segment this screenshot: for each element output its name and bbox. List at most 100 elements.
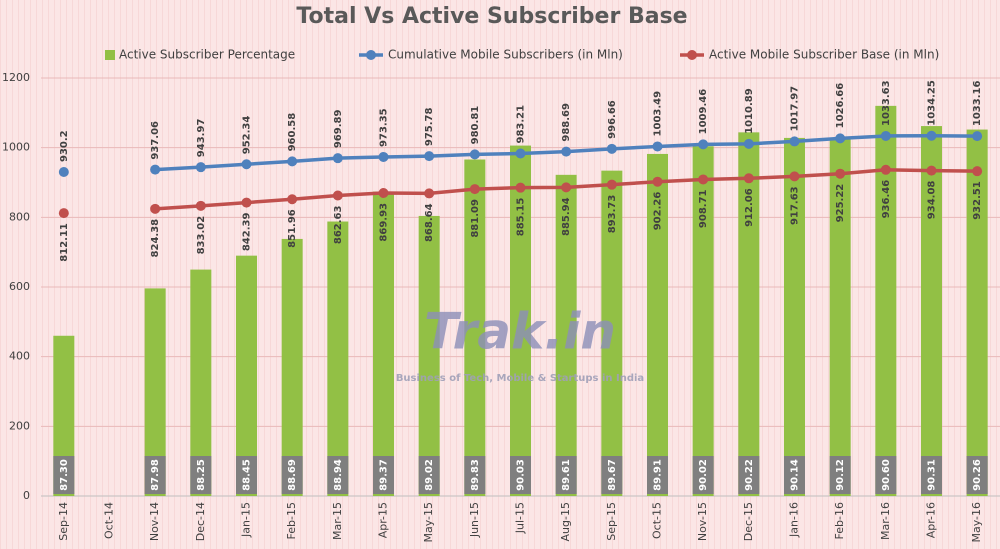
value-label: 87.30 bbox=[59, 459, 70, 491]
data-label: 1010.89 bbox=[744, 88, 755, 134]
y-tick-label: 600 bbox=[9, 280, 30, 293]
line-marker bbox=[698, 139, 709, 150]
data-label: 980.81 bbox=[470, 106, 481, 145]
legend-swatch bbox=[105, 50, 115, 60]
line-marker bbox=[195, 162, 206, 173]
line-marker bbox=[195, 200, 206, 211]
bar bbox=[236, 255, 257, 496]
value-label: 89.91 bbox=[653, 459, 664, 491]
data-label: 812.11 bbox=[59, 223, 70, 262]
line-marker bbox=[743, 138, 754, 149]
value-label: 90.03 bbox=[516, 459, 527, 491]
line-marker bbox=[515, 182, 526, 193]
data-label: 988.69 bbox=[561, 103, 572, 142]
bar bbox=[281, 238, 303, 496]
bar bbox=[647, 153, 668, 497]
value-label: 88.94 bbox=[333, 459, 344, 491]
data-label: 881.09 bbox=[470, 199, 481, 238]
bar bbox=[373, 191, 394, 496]
data-label: 824.38 bbox=[150, 219, 161, 258]
x-tick-label: Feb-15 bbox=[285, 502, 298, 539]
value-label-box bbox=[829, 456, 851, 494]
bar bbox=[784, 137, 805, 496]
data-label: 1003.49 bbox=[653, 91, 664, 137]
data-label: 833.02 bbox=[196, 216, 207, 255]
value-label-box bbox=[510, 456, 531, 494]
y-tick-label: 1000 bbox=[2, 141, 30, 154]
value-label: 89.83 bbox=[470, 459, 481, 491]
value-label: 89.02 bbox=[424, 459, 435, 491]
x-tick-label: May-16 bbox=[970, 502, 983, 543]
bar bbox=[190, 269, 212, 496]
line-marker bbox=[743, 173, 754, 184]
value-label-box bbox=[464, 456, 486, 494]
line-marker bbox=[378, 151, 389, 162]
data-label: 975.78 bbox=[424, 107, 435, 146]
data-label: 1033.63 bbox=[881, 80, 892, 126]
bar bbox=[144, 288, 166, 496]
x-tick-label: Oct-15 bbox=[651, 502, 664, 539]
line-marker bbox=[561, 182, 572, 193]
value-label-box bbox=[921, 456, 942, 494]
value-label: 89.67 bbox=[607, 459, 618, 491]
x-tick-label: Apr-16 bbox=[925, 502, 938, 538]
data-label: 969.89 bbox=[333, 110, 344, 149]
value-label: 90.26 bbox=[972, 459, 983, 491]
data-label: 937.06 bbox=[150, 121, 161, 160]
x-tick-label: Jul-15 bbox=[514, 502, 527, 534]
line-marker bbox=[789, 171, 800, 182]
line-marker bbox=[789, 136, 800, 147]
line-marker bbox=[150, 203, 161, 214]
line-marker bbox=[972, 131, 983, 142]
x-tick-label: Mar-16 bbox=[879, 502, 892, 540]
line-marker bbox=[469, 149, 480, 160]
value-label: 90.31 bbox=[927, 459, 938, 491]
value-label-box bbox=[281, 456, 303, 494]
line-marker bbox=[652, 176, 663, 187]
value-label-box bbox=[647, 456, 668, 494]
line-marker bbox=[58, 166, 69, 177]
data-label: 960.58 bbox=[287, 113, 298, 152]
line-marker bbox=[606, 143, 617, 154]
bar bbox=[738, 132, 760, 496]
value-label-box bbox=[418, 456, 440, 494]
x-tick-label: Jan-15 bbox=[240, 502, 253, 538]
value-label: 89.61 bbox=[561, 459, 572, 491]
value-label-box bbox=[784, 456, 805, 494]
plot-area: 0 200 400 600 800 1000 1200 Sep-14 Oct-14 Nov-14 D… bbox=[2, 48, 1000, 543]
bar bbox=[829, 139, 851, 496]
x-tick-label: Feb-16 bbox=[833, 502, 846, 539]
data-label: 862.63 bbox=[333, 205, 344, 244]
value-label: 89.37 bbox=[379, 459, 390, 491]
line-marker bbox=[332, 190, 343, 201]
data-label: 943.97 bbox=[196, 119, 207, 158]
line-marker bbox=[515, 148, 526, 159]
y-tick-label: 400 bbox=[9, 350, 30, 363]
x-tick-label: Dec-14 bbox=[194, 502, 207, 541]
line-marker bbox=[880, 164, 891, 175]
line-marker bbox=[287, 156, 298, 167]
line-marker bbox=[241, 159, 252, 170]
value-label-box bbox=[373, 456, 394, 494]
line-marker bbox=[378, 187, 389, 198]
x-tick-label: Aug-15 bbox=[559, 502, 572, 541]
data-label: 885.15 bbox=[516, 198, 527, 237]
x-tick-label: Dec-15 bbox=[742, 502, 755, 541]
value-label: 90.22 bbox=[744, 459, 755, 491]
y-tick-label: 800 bbox=[9, 210, 30, 223]
x-tick-label: Mar-15 bbox=[331, 502, 344, 540]
bar bbox=[921, 126, 942, 496]
value-label: 88.25 bbox=[196, 459, 207, 491]
bar bbox=[464, 159, 486, 496]
value-label-box bbox=[692, 456, 714, 494]
data-label: 983.21 bbox=[516, 105, 527, 144]
value-label: 90.12 bbox=[835, 459, 846, 491]
line-marker bbox=[424, 151, 435, 162]
legend-marker bbox=[366, 50, 376, 60]
legend-label: Active Mobile Subscriber Base (in Mln) bbox=[709, 48, 939, 62]
bar bbox=[692, 146, 714, 497]
line-marker bbox=[241, 197, 252, 208]
value-label: 90.02 bbox=[698, 459, 709, 491]
data-label: 869.93 bbox=[379, 203, 390, 242]
data-label: 868.64 bbox=[424, 203, 435, 242]
